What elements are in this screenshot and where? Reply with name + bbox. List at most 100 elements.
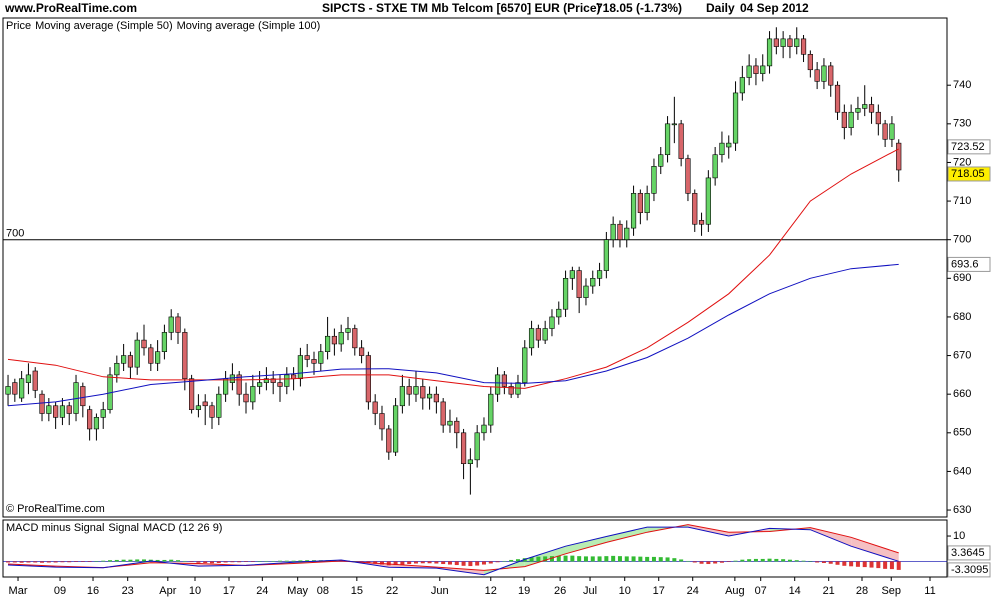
histogram-bar: [896, 561, 901, 570]
histogram-bar: [787, 559, 792, 562]
candle-body: [576, 270, 582, 298]
candle-body: [311, 359, 317, 364]
histogram-bar: [223, 561, 228, 563]
candle-body: [324, 335, 331, 352]
histogram-bar: [651, 556, 656, 562]
candle-body: [780, 38, 786, 47]
x-tick-label: 24: [687, 585, 699, 597]
histogram-bar: [420, 561, 425, 564]
histogram-bar: [94, 561, 99, 562]
candle-body: [399, 386, 405, 407]
histogram-bar: [624, 556, 629, 562]
candle-body: [46, 405, 52, 414]
x-tick-label: 22: [386, 585, 398, 597]
candle-body: [338, 332, 344, 345]
y-tick-label: 660: [953, 388, 971, 400]
candle-body: [875, 111, 881, 125]
candle-body: [148, 347, 154, 364]
candle-body: [481, 424, 487, 434]
histogram-bar: [298, 560, 303, 562]
histogram-bar: [515, 559, 520, 562]
candle-body: [719, 142, 725, 156]
histogram-bar: [536, 556, 541, 562]
histogram-bar: [135, 559, 140, 562]
histogram-bar: [604, 556, 609, 562]
candle-body: [800, 38, 807, 55]
histogram-bar: [393, 561, 398, 566]
histogram-bar: [40, 561, 45, 563]
ma100-last: 693.6: [951, 258, 979, 270]
histogram-bar: [638, 556, 643, 562]
histogram-bar: [264, 560, 269, 562]
histogram-bar: [386, 561, 391, 566]
histogram-bar: [590, 556, 595, 562]
candle-body: [705, 177, 711, 225]
histogram-bar: [284, 560, 289, 562]
histogram-bar: [481, 561, 486, 565]
candle-body: [100, 409, 106, 418]
histogram-bar: [597, 556, 602, 562]
y-tick-label: 710: [953, 195, 971, 207]
candle-body: [494, 374, 501, 395]
histogram-bar: [142, 559, 147, 562]
candle-body: [522, 347, 528, 383]
histogram-bar: [114, 559, 119, 562]
histogram-bar: [271, 560, 276, 562]
histogram-bar: [801, 560, 806, 562]
histogram-bar: [67, 561, 72, 563]
candle-body: [542, 328, 548, 341]
candle-body: [80, 386, 86, 407]
histogram-bar: [461, 561, 466, 566]
histogram-bar: [556, 555, 561, 562]
candle-body: [5, 386, 11, 395]
histogram-bar: [210, 561, 215, 564]
histogram-bar: [101, 560, 106, 562]
candle-body: [168, 316, 174, 333]
x-tick-label: 26: [554, 585, 566, 597]
candle-body: [236, 374, 242, 395]
histogram-bar: [176, 560, 181, 562]
histogram-bar: [203, 561, 208, 564]
candle-body: [345, 328, 351, 333]
x-tick-label: 09: [54, 585, 66, 597]
candle-body: [304, 355, 310, 360]
histogram-bar: [277, 560, 282, 562]
legend-entry: MACD (12 26 9): [143, 522, 222, 534]
histogram-bar: [740, 559, 745, 562]
x-tick-label: 28: [856, 585, 868, 597]
candle-body: [121, 355, 127, 364]
histogram-bar: [502, 560, 507, 562]
histogram-bar: [169, 559, 174, 562]
candle-body: [195, 405, 202, 410]
histogram-bar: [230, 561, 235, 563]
ma100-last-box: [947, 256, 991, 272]
candle-body: [59, 405, 66, 418]
histogram-bar: [447, 561, 452, 565]
candle-body: [862, 104, 868, 109]
histogram-bar: [876, 561, 881, 569]
candle-body: [896, 142, 902, 171]
histogram-bar: [733, 560, 738, 562]
histogram-bar: [379, 561, 384, 565]
candle-body: [569, 270, 575, 279]
candle-body: [678, 123, 684, 159]
histogram-bar: [577, 556, 582, 562]
histogram-bar: [713, 561, 718, 564]
y-tick-label: 630: [953, 504, 971, 516]
candle-body: [386, 428, 392, 453]
x-tick-label: 10: [619, 585, 631, 597]
macd-fill: [565, 536, 607, 554]
histogram-bar: [400, 561, 405, 565]
candle-body: [658, 154, 664, 167]
candle-body: [331, 335, 337, 345]
candle-body: [773, 38, 779, 47]
histogram-bar: [189, 561, 194, 562]
histogram-bar: [413, 561, 418, 564]
x-tick-label: 07: [755, 585, 767, 597]
candle-body: [32, 370, 38, 391]
candle-body: [610, 223, 616, 240]
histogram-bar: [889, 561, 894, 570]
y-tick-label: 670: [953, 349, 971, 361]
y-tick-label: 680: [953, 311, 971, 323]
candle-body: [698, 220, 705, 225]
